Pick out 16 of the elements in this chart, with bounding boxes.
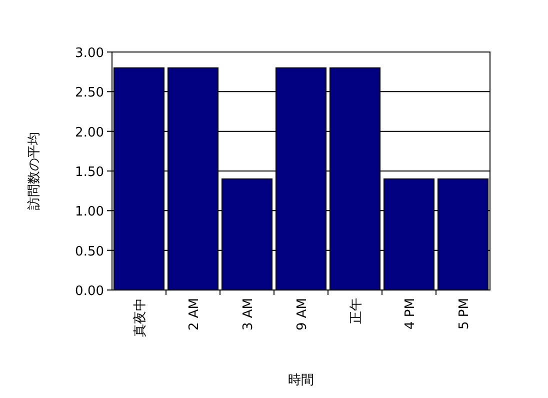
x-tick-label: 3 AM bbox=[241, 298, 256, 331]
y-tick-label: 2.50 bbox=[75, 86, 104, 101]
y-tick-label: 1.50 bbox=[75, 165, 104, 180]
y-tick-label: 0.50 bbox=[75, 244, 104, 260]
y-tick-label: 1.00 bbox=[75, 204, 104, 220]
x-tick-label: 9 AM bbox=[295, 298, 310, 331]
y-tick-label: 2.00 bbox=[75, 125, 104, 140]
x-tick-label: 真夜中 bbox=[132, 298, 148, 337]
y-axis-title: 訪問数の平均 bbox=[27, 132, 42, 210]
x-tick-label: 2 AM bbox=[187, 298, 202, 331]
y-tick-label: 0.00 bbox=[75, 284, 104, 299]
x-tick-label: 5 PM bbox=[457, 298, 472, 330]
x-axis-title: 時間 bbox=[288, 373, 314, 388]
x-tick-label: 正午 bbox=[349, 298, 364, 324]
y-tick-label: 3.00 bbox=[75, 46, 104, 61]
x-tick-label: 4 PM bbox=[403, 298, 418, 330]
